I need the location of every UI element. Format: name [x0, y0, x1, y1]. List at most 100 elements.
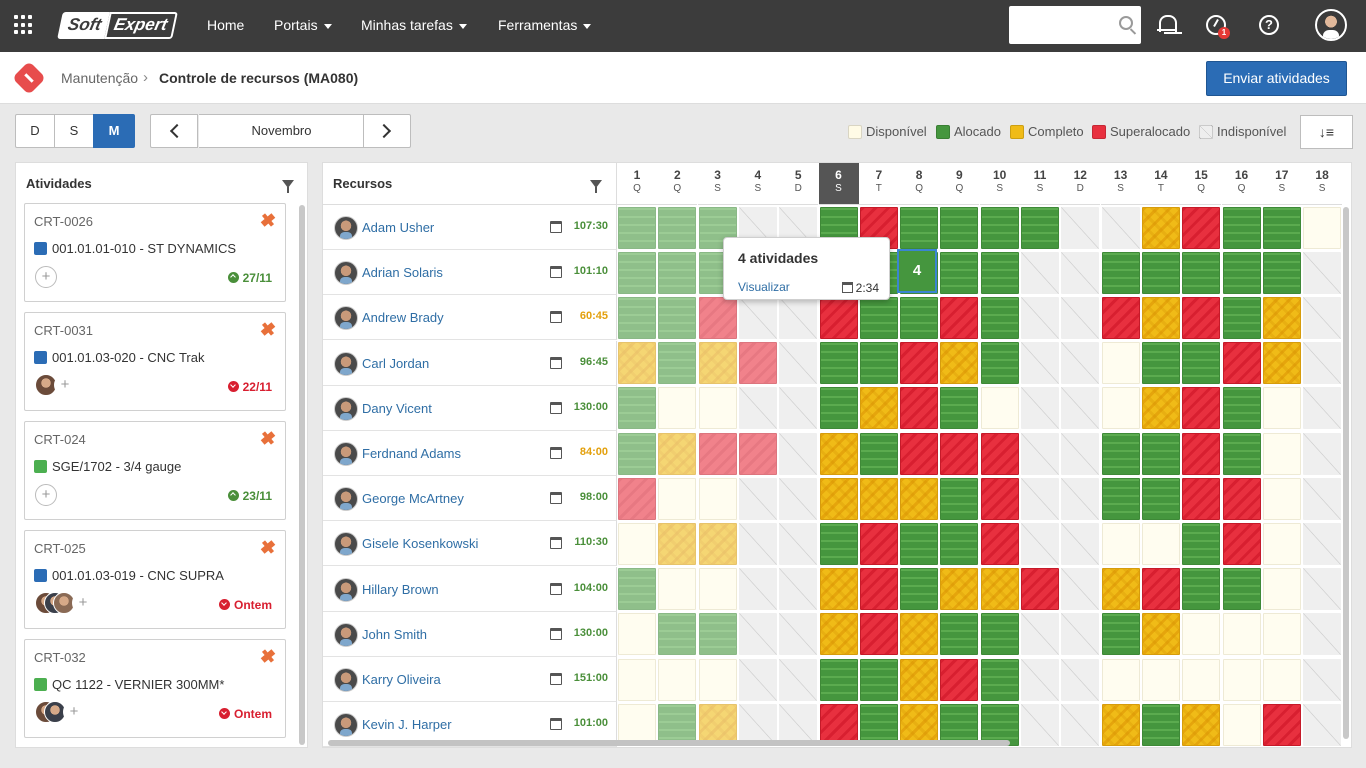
allocation-cell[interactable] [1061, 432, 1100, 475]
resource-row[interactable]: Ferdnand Adams 84:00 [323, 431, 617, 476]
allocation-cell[interactable] [658, 658, 697, 701]
allocation-cell[interactable] [940, 613, 979, 656]
allocation-cell[interactable] [1101, 206, 1140, 249]
breadcrumb-module[interactable]: Manutenção [61, 70, 139, 86]
activity-card[interactable]: CRT-024 SGE/1702 - 3/4 gauge +23/11 [24, 421, 286, 520]
allocation-cell[interactable] [1262, 613, 1301, 656]
allocation-cell[interactable] [940, 206, 979, 249]
allocation-cell[interactable] [658, 342, 697, 385]
allocation-cell[interactable] [1182, 206, 1221, 249]
allocation-cell[interactable] [618, 522, 656, 565]
resource-name[interactable]: Hillary Brown [362, 581, 439, 597]
add-assignee-button[interactable]: + [63, 701, 85, 723]
resource-name[interactable]: Adrian Solaris [362, 265, 443, 281]
allocation-cell[interactable] [1182, 251, 1221, 294]
allocation-cell[interactable] [658, 432, 697, 475]
resource-name[interactable]: Ferdnand Adams [362, 446, 462, 461]
user-avatar[interactable] [1315, 9, 1347, 41]
allocation-cell[interactable] [1061, 296, 1100, 339]
next-month-button[interactable] [363, 114, 411, 148]
allocation-cell[interactable] [980, 296, 1019, 339]
view-day-button[interactable]: D [15, 114, 55, 148]
allocation-cell[interactable] [1303, 477, 1342, 520]
allocation-cell[interactable] [859, 432, 898, 475]
filter-icon[interactable] [590, 180, 602, 193]
selected-allocation-cell[interactable]: 4 [897, 249, 937, 293]
resource-row[interactable]: Karry Oliveira 151:00 [323, 657, 617, 702]
allocation-cell[interactable] [779, 296, 818, 339]
allocation-cell[interactable] [1021, 432, 1059, 475]
allocation-cell[interactable] [738, 613, 777, 656]
allocation-cell[interactable] [1182, 568, 1221, 611]
allocation-cell[interactable] [1182, 296, 1221, 339]
allocation-cell[interactable] [698, 568, 737, 611]
allocation-cell[interactable] [618, 477, 656, 520]
allocation-cell[interactable] [618, 206, 656, 249]
allocation-cell[interactable] [738, 568, 777, 611]
allocation-cell[interactable] [1303, 432, 1342, 475]
horizontal-scrollbar[interactable] [328, 740, 1010, 746]
allocation-cell[interactable] [819, 432, 858, 475]
gauge-icon[interactable] [1206, 15, 1226, 35]
allocation-cell[interactable] [1303, 522, 1342, 565]
add-assignee-button[interactable]: + [72, 592, 94, 614]
allocation-cell[interactable] [1101, 296, 1140, 339]
allocation-cell[interactable] [940, 658, 979, 701]
allocation-cell[interactable] [658, 251, 697, 294]
allocation-cell[interactable] [1021, 342, 1059, 385]
allocation-cell[interactable] [1303, 206, 1342, 249]
sort-button[interactable]: ↓≡ [1300, 115, 1353, 149]
allocation-cell[interactable] [738, 477, 777, 520]
allocation-cell[interactable] [1182, 613, 1221, 656]
allocation-cell[interactable] [1101, 477, 1140, 520]
allocation-cell[interactable] [1061, 342, 1100, 385]
add-assignee-button[interactable]: + [35, 484, 57, 506]
allocation-cell[interactable] [738, 522, 777, 565]
allocation-cell[interactable] [1303, 703, 1342, 746]
view-week-button[interactable]: S [54, 114, 94, 148]
allocation-cell[interactable] [698, 477, 737, 520]
filter-icon[interactable] [282, 180, 294, 193]
allocation-cell[interactable] [1182, 342, 1221, 385]
allocation-cell[interactable] [1262, 342, 1301, 385]
allocation-cell[interactable] [1141, 206, 1180, 249]
allocation-cell[interactable] [1303, 613, 1342, 656]
activity-card[interactable]: CRT-025 001.01.03-019 - CNC SUPRA + Ontem [24, 530, 286, 629]
allocation-cell[interactable] [1101, 432, 1140, 475]
allocation-cell[interactable] [1222, 522, 1261, 565]
allocation-cell[interactable] [1182, 432, 1221, 475]
allocation-cell[interactable] [900, 206, 939, 249]
allocation-cell[interactable] [618, 703, 656, 746]
allocation-cell[interactable] [658, 568, 697, 611]
allocation-cell[interactable] [859, 477, 898, 520]
allocation-cell[interactable] [819, 296, 858, 339]
allocation-cell[interactable] [819, 613, 858, 656]
apps-grid-icon[interactable] [14, 15, 34, 35]
allocation-cell[interactable] [618, 296, 656, 339]
allocation-cell[interactable] [698, 342, 737, 385]
hammer-icon[interactable] [260, 213, 276, 227]
allocation-cell[interactable] [1061, 522, 1100, 565]
allocation-cell[interactable] [1262, 658, 1301, 701]
nav-minhas-tarefas[interactable]: Minhas tarefas [361, 17, 467, 33]
allocation-cell[interactable] [618, 342, 656, 385]
activity-card[interactable]: CRT-0026 001.01.01-010 - ST DYNAMICS +27/1… [24, 203, 286, 302]
allocation-cell[interactable] [940, 522, 979, 565]
resource-name[interactable]: Kevin J. Harper [362, 717, 452, 733]
allocation-cell[interactable] [658, 703, 697, 746]
previous-month-button[interactable] [150, 114, 198, 148]
resource-name[interactable]: Dany Vicent [362, 400, 432, 416]
allocation-cell[interactable] [1262, 432, 1301, 475]
resource-row[interactable]: Adrian Solaris 101:10 [323, 250, 617, 296]
allocation-cell[interactable] [1141, 296, 1180, 339]
allocation-cell[interactable] [859, 342, 898, 385]
nav-ferramentas[interactable]: Ferramentas [498, 17, 592, 33]
allocation-cell[interactable] [618, 568, 656, 611]
allocation-cell[interactable] [859, 568, 898, 611]
allocation-cell[interactable] [1222, 387, 1261, 430]
resource-row[interactable]: Dany Vicent 130:00 [323, 385, 617, 431]
allocation-cell[interactable] [618, 251, 656, 294]
allocation-cell[interactable] [1021, 568, 1059, 611]
allocation-cell[interactable] [698, 658, 737, 701]
allocation-cell[interactable] [819, 387, 858, 430]
